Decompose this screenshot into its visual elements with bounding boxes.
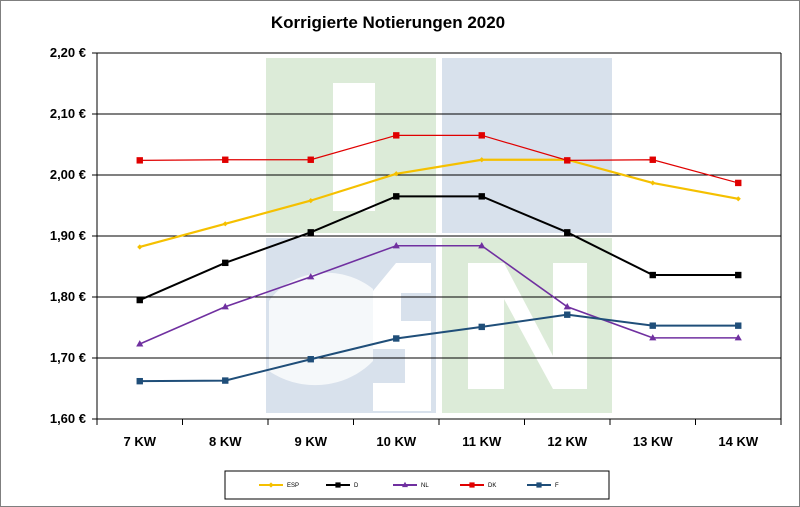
x-tick-label: 11 KW — [462, 434, 502, 449]
data-point-f — [393, 335, 400, 342]
x-tick-label: 12 KW — [547, 434, 587, 449]
data-point-d — [393, 193, 400, 200]
series-line-d — [139, 195, 739, 301]
data-point-f — [564, 311, 571, 318]
data-point-esp — [393, 171, 399, 177]
legend-label: DK — [488, 483, 496, 489]
data-point-esp — [137, 244, 143, 250]
x-tick-label: 7 KW — [124, 434, 157, 449]
data-point-dk — [478, 132, 485, 139]
data-point-nl — [392, 241, 400, 249]
data-point-dk — [735, 179, 742, 187]
data-point-nl — [136, 340, 144, 347]
y-tick-label: 2,20 € — [50, 45, 86, 60]
series-esp — [137, 157, 741, 250]
data-point-dk — [307, 156, 314, 163]
legend-label: F — [555, 483, 559, 489]
data-point-d — [564, 229, 571, 236]
legend-label: D — [354, 483, 359, 489]
series-nl — [136, 241, 742, 347]
x-axis-ticks: 7 KW 8 KW 9 KW 10 KW 11 KW 12 KW 13 KW 14 KW — [124, 434, 759, 449]
data-point-nl — [478, 241, 486, 249]
x-tick-label: 14 KW — [718, 434, 758, 449]
data-point-f — [222, 377, 229, 384]
data-point-dk — [222, 156, 229, 163]
data-point-nl — [734, 334, 742, 341]
series-dk — [136, 132, 742, 187]
y-tick-label: 1,90 € — [50, 228, 86, 243]
data-point-f — [735, 322, 742, 329]
x-tick-label: 9 KW — [295, 434, 328, 449]
data-point-d — [649, 271, 656, 279]
legend-label: ESP — [287, 483, 299, 489]
legend-item-esp: ESP — [259, 482, 299, 489]
y-tick-label: 2,10 € — [50, 106, 86, 121]
legend-label: NL — [421, 483, 429, 489]
series-f — [136, 311, 742, 385]
data-point-esp — [222, 221, 228, 227]
data-point-nl — [563, 302, 571, 310]
series-line-dk — [139, 134, 739, 184]
gridlines — [92, 52, 782, 425]
data-point-nl — [649, 334, 657, 341]
data-point-f — [307, 356, 314, 363]
series-line-nl — [139, 244, 739, 345]
legend-item-dk: DK — [460, 482, 496, 489]
x-tick-label: 8 KW — [209, 434, 242, 449]
data-point-dk — [564, 157, 571, 164]
data-point-esp — [735, 196, 741, 202]
watermark-pig-silhouette — [269, 272, 373, 386]
y-tick-label: 1,80 € — [50, 289, 86, 304]
legend-swatch-marker — [402, 481, 408, 488]
data-point-d — [735, 271, 742, 279]
data-point-f — [478, 323, 485, 331]
data-point-esp — [308, 198, 314, 204]
data-point-dk — [393, 132, 400, 139]
chart-title: Korrigierte Notierungen 2020 — [271, 13, 505, 32]
y-axis-ticks: 1,60 € 1,70 € 1,80 € 1,90 € 2,00 € 2,10 € 2,20… — [50, 45, 86, 426]
y-tick-label: 2,00 € — [50, 167, 86, 182]
series-line-esp — [139, 158, 739, 249]
series-line-f — [139, 313, 739, 383]
data-point-d — [307, 229, 314, 236]
legend-swatch-marker — [268, 482, 274, 488]
series-d — [136, 193, 742, 304]
data-point-nl — [221, 302, 229, 310]
watermark-block-top-right — [442, 58, 612, 233]
data-point-d — [222, 259, 229, 267]
series-lines — [136, 132, 742, 385]
legend-item-d: D — [326, 482, 359, 489]
legend-swatch-marker — [536, 482, 542, 488]
legend-swatch-marker — [335, 482, 341, 488]
data-point-esp — [650, 180, 656, 186]
x-tick-label: 10 KW — [376, 434, 416, 449]
data-point-dk — [136, 157, 143, 164]
legend: ESP D NL DK F — [224, 470, 610, 500]
data-point-f — [649, 322, 656, 329]
y-tick-label: 1,70 € — [50, 350, 86, 365]
data-point-dk — [649, 156, 656, 163]
data-point-d — [478, 193, 485, 200]
legend-item-nl: NL — [393, 481, 429, 489]
x-tick-label: 13 KW — [633, 434, 673, 449]
y-tick-label: 1,60 € — [50, 411, 86, 426]
legend-swatch-marker — [469, 482, 475, 488]
data-point-nl — [307, 273, 315, 280]
data-point-esp — [479, 157, 485, 163]
data-point-f — [136, 377, 143, 385]
data-point-d — [136, 296, 143, 304]
legend-item-f: F — [527, 482, 559, 489]
